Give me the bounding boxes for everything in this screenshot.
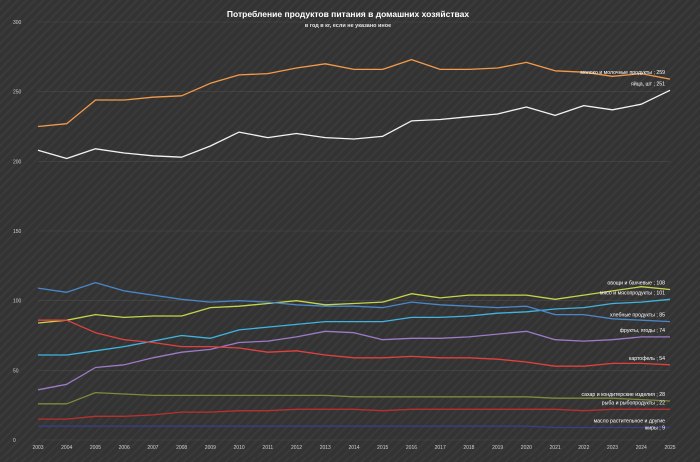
x-tick-label: 2013 [320, 445, 331, 451]
x-tick-label: 2014 [348, 445, 359, 451]
x-tick-label: 2022 [578, 445, 589, 451]
x-tick-label: 2018 [463, 445, 474, 451]
series-label: картофель ; 54 [629, 356, 665, 362]
x-tick-label: 2004 [61, 445, 72, 451]
x-tick-label: 2006 [119, 445, 130, 451]
chart-subtitle: в год в кг, если не указано иное [305, 23, 391, 29]
x-tick-label: 2016 [406, 445, 417, 451]
x-tick-label: 2019 [492, 445, 503, 451]
x-tick-label: 2021 [550, 445, 561, 451]
x-tick-label: 2008 [176, 445, 187, 451]
x-tick-label: 2007 [147, 445, 158, 451]
series-label: масло растительное и другие [594, 418, 666, 424]
x-tick-label: 2024 [636, 445, 647, 451]
series-line [37, 330, 670, 391]
x-tick-label: 2020 [521, 445, 532, 451]
y-tick-label: 200 [13, 159, 22, 165]
series-label: хлебные продукты ; 85 [610, 313, 665, 319]
series-label: молоко и молочные продукты ; 259 [580, 70, 665, 76]
series-label: овощи и бахчевые ; 108 [607, 281, 665, 287]
series-line [37, 89, 671, 160]
series-label: мясо и мясопродукты ; 101 [600, 290, 665, 296]
x-tick-label: 2025 [664, 445, 675, 451]
y-tick-label: 150 [13, 229, 22, 235]
series-line [38, 391, 671, 405]
series-line [38, 425, 670, 429]
series-label: фрукты, ягоды ; 74 [620, 328, 665, 334]
y-tick-label: 0 [13, 438, 16, 444]
y-tick-label: 300 [13, 20, 22, 26]
x-tick-label: 2005 [90, 445, 101, 451]
series-line [37, 58, 671, 128]
series-label: жиры ; 9 [645, 425, 665, 431]
x-tick-label: 2011 [262, 445, 273, 451]
series-labels: молоко и молочные продукты ; 259 яйца, шт… [580, 70, 665, 431]
x-tick-label: 2012 [291, 445, 302, 451]
gridlines [38, 21, 670, 441]
series-line [37, 286, 671, 324]
series-line [38, 298, 671, 356]
series-line [37, 281, 671, 323]
x-tick-label: 2015 [377, 445, 388, 451]
series-line [38, 408, 670, 420]
x-tick-label: 2009 [205, 445, 216, 451]
x-tick-label: 2003 [32, 445, 43, 451]
y-tick-label: 250 [13, 90, 22, 96]
x-tick-label: 2017 [435, 445, 446, 451]
series-lines [37, 58, 671, 429]
x-axis: 2003 2004 2005 2006 2007 2008 2009 2010 2011 2012… [32, 445, 675, 451]
x-tick-label: 2023 [607, 445, 618, 451]
y-tick-label: 50 [13, 368, 19, 374]
series-label: сахар и кондитерские изделия ; 28 [582, 392, 666, 398]
series-label: рыба и рыбопродукты ; 22 [602, 400, 665, 406]
chart-title: Потребление продуктов питания в домашних… [227, 9, 469, 19]
series-label: яйца, шт ; 251 [631, 80, 665, 87]
x-tick-label: 2010 [234, 445, 245, 451]
series-line [38, 319, 671, 367]
y-axis: 0 50 100 150 200 250 300 [13, 20, 22, 444]
y-tick-label: 100 [13, 299, 22, 305]
